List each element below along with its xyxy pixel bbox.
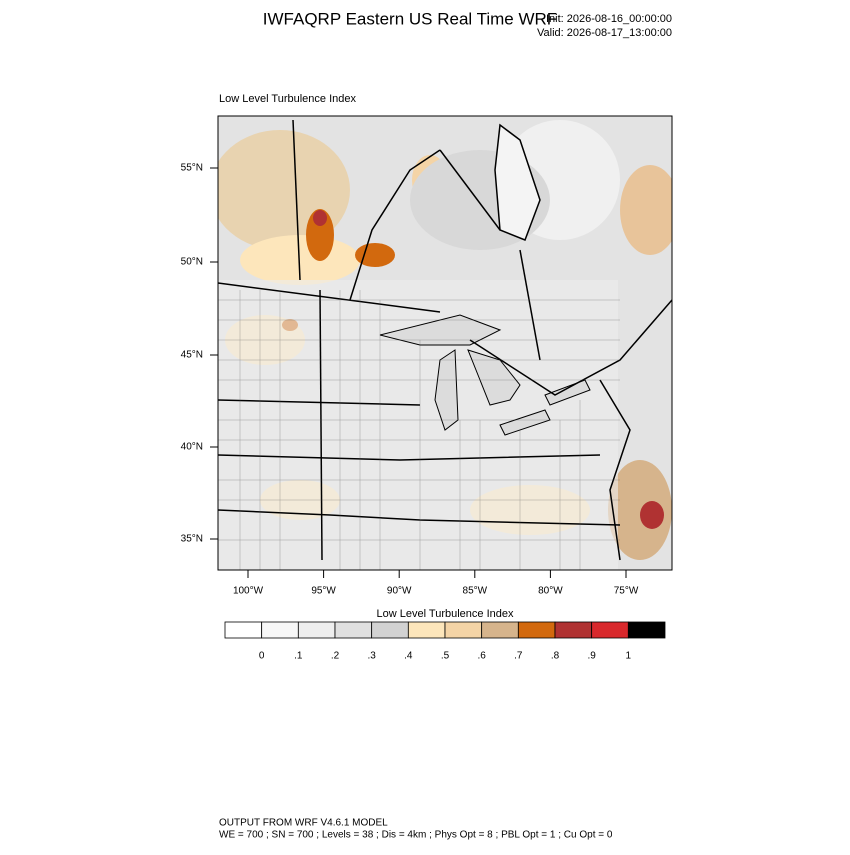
- lat-label: 55°N: [181, 163, 203, 174]
- colorbar-label: .1: [294, 651, 303, 662]
- colorbar-box: [334, 621, 373, 639]
- colorbar-box: [444, 621, 483, 639]
- colorbar-label: .5: [441, 651, 450, 662]
- colorbar-label: .7: [514, 651, 523, 662]
- colorbar-box: [407, 621, 446, 639]
- colorbar-box: [481, 621, 519, 639]
- colorbar-label: .4: [404, 651, 413, 662]
- map-frame: [217, 115, 673, 571]
- colorbar-box: [517, 621, 556, 639]
- lon-label: 85°W: [463, 586, 488, 597]
- colorbar-title: Low Level Turbulence Index: [377, 608, 514, 620]
- colorbar-box: [371, 621, 409, 639]
- valid-time: Valid: 2026-08-17_13:00:00: [537, 27, 672, 39]
- colorbar-label: 0: [259, 651, 265, 662]
- colorbar-box: [591, 621, 629, 639]
- colorbar-box: [554, 621, 593, 639]
- colorbar-box: [261, 621, 299, 639]
- title: IWFAQRP Eastern US Real Time WRF: [263, 9, 557, 28]
- init-time: Init: 2026-08-16_00:00:00: [546, 13, 672, 25]
- colorbar-label: .3: [367, 651, 376, 662]
- colorbar-label: .8: [551, 651, 560, 662]
- lon-label: 80°W: [538, 586, 563, 597]
- footer-line: OUTPUT FROM WRF V4.6.1 MODEL: [219, 818, 388, 829]
- colorbar-label: .6: [477, 651, 486, 662]
- colorbar-label: 1: [626, 651, 632, 662]
- lon-label: 75°W: [614, 586, 639, 597]
- colorbar-label: .2: [331, 651, 340, 662]
- lon-label: 95°W: [311, 586, 336, 597]
- colorbar-box: [224, 621, 263, 639]
- lat-label: 35°N: [181, 534, 203, 545]
- lon-label: 90°W: [387, 586, 412, 597]
- lat-label: 45°N: [181, 350, 203, 361]
- footer-line: WE = 700 ; SN = 700 ; Levels = 38 ; Dis …: [219, 830, 613, 841]
- colorbar-box: [297, 621, 336, 639]
- lat-label: 40°N: [181, 442, 203, 453]
- colorbar-box: [627, 621, 666, 639]
- colorbar-label: .9: [587, 651, 596, 662]
- map-title: Low Level Turbulence Index: [219, 93, 356, 105]
- lon-label: 100°W: [233, 586, 264, 597]
- lat-label: 50°N: [181, 257, 203, 268]
- map-field: [218, 116, 672, 570]
